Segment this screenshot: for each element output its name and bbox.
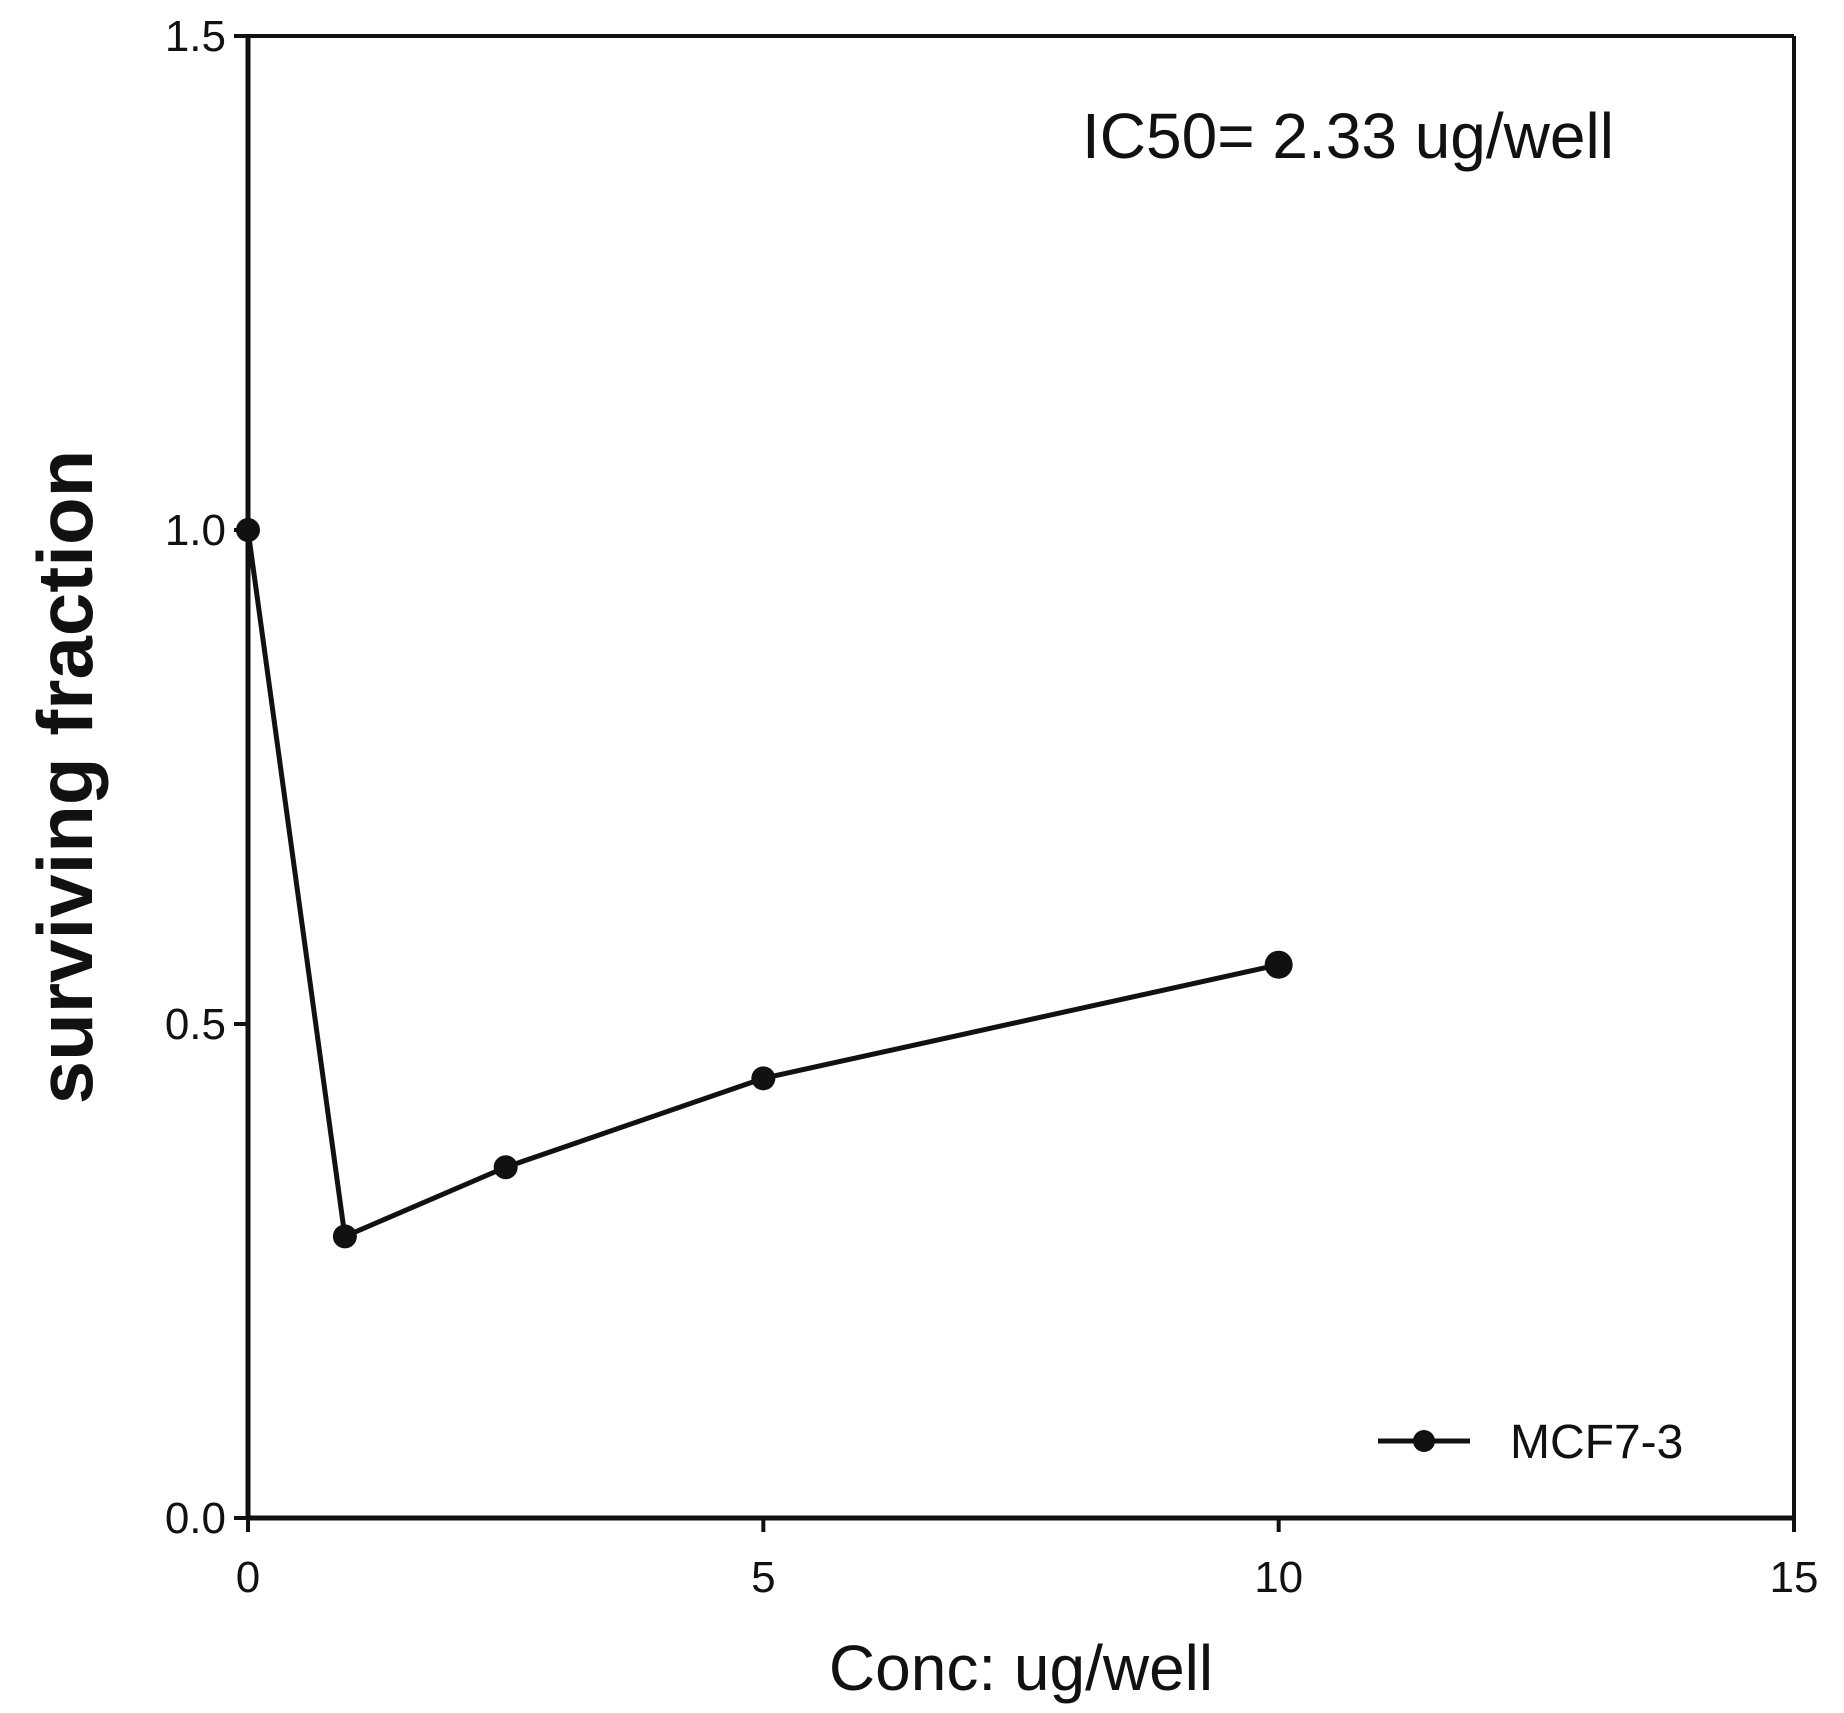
data-point xyxy=(1264,950,1293,979)
plot-frame xyxy=(245,34,1796,1521)
legend-point-marker xyxy=(1413,1430,1435,1452)
x-axis-title: Conc: ug/well xyxy=(829,1632,1213,1704)
data-point xyxy=(751,1066,776,1091)
series-line-MCF7-3 xyxy=(245,529,1280,1239)
data-point xyxy=(332,1224,357,1249)
ic50-annotation: IC50= 2.33 ug/well xyxy=(1082,100,1614,172)
data-point xyxy=(493,1155,518,1180)
legend: MCF7-3 xyxy=(1378,1416,1683,1469)
y-tick-label: 0.0 xyxy=(165,1494,226,1543)
legend-label: MCF7-3 xyxy=(1510,1416,1683,1469)
x-ticks: 0 5 10 15 xyxy=(236,1518,1819,1602)
y-tick-label: 0.5 xyxy=(165,1000,226,1049)
y-axis-title: surviving fraction xyxy=(21,450,109,1104)
data-point xyxy=(236,518,260,542)
series-layer xyxy=(236,518,1293,1249)
x-tick-label: 15 xyxy=(1770,1553,1819,1602)
y-tick-label: 1.5 xyxy=(165,12,226,61)
x-tick-label: 5 xyxy=(751,1553,775,1602)
y-ticks: 0.0 0.5 1.0 1.5 xyxy=(165,12,248,1543)
x-tick-label: 0 xyxy=(236,1553,260,1602)
x-tick-label: 10 xyxy=(1254,1553,1303,1602)
y-tick-label: 1.0 xyxy=(165,506,226,555)
